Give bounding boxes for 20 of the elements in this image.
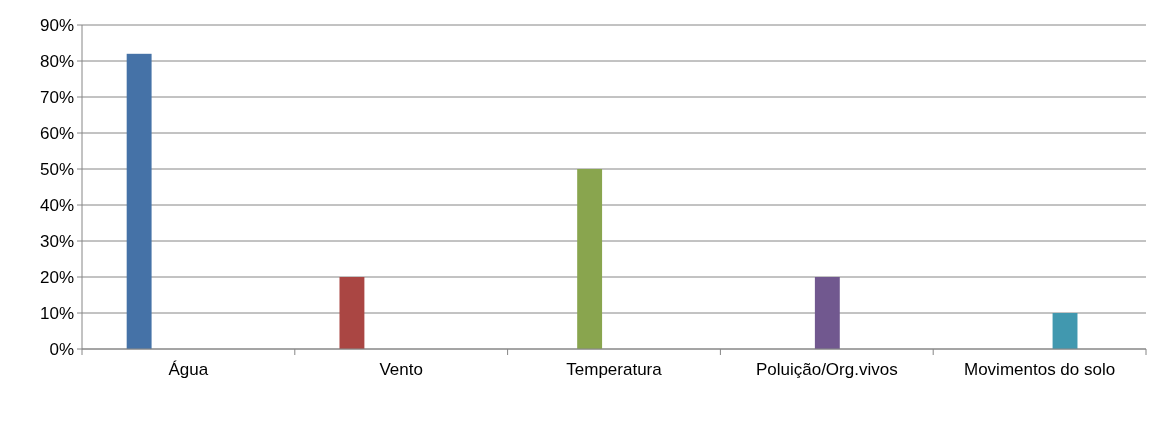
x-tick-label: Água bbox=[167, 359, 210, 381]
y-tick-label: 30% bbox=[39, 231, 74, 251]
y-tick-label: 60% bbox=[39, 123, 74, 143]
x-tick-label: Poluição/Org.vivos bbox=[754, 359, 899, 381]
bar bbox=[814, 277, 840, 349]
y-tick-label: 80% bbox=[39, 51, 74, 71]
x-tick-label: Movimentos do solo bbox=[963, 359, 1117, 381]
bar bbox=[577, 169, 603, 349]
y-tick-label: 10% bbox=[39, 303, 74, 323]
x-tick-label: Vento bbox=[378, 359, 424, 381]
bar bbox=[339, 277, 365, 349]
y-tick-label: 90% bbox=[39, 15, 74, 35]
y-tick-label: 70% bbox=[39, 87, 74, 107]
x-tick-label: Temperatura bbox=[565, 359, 663, 381]
y-tick-label: 40% bbox=[39, 195, 74, 215]
bar bbox=[1052, 313, 1078, 349]
y-tick-label: 50% bbox=[39, 159, 74, 179]
bar bbox=[126, 53, 152, 349]
y-tick-label: 0% bbox=[49, 339, 74, 359]
y-tick-label: 20% bbox=[39, 267, 74, 287]
